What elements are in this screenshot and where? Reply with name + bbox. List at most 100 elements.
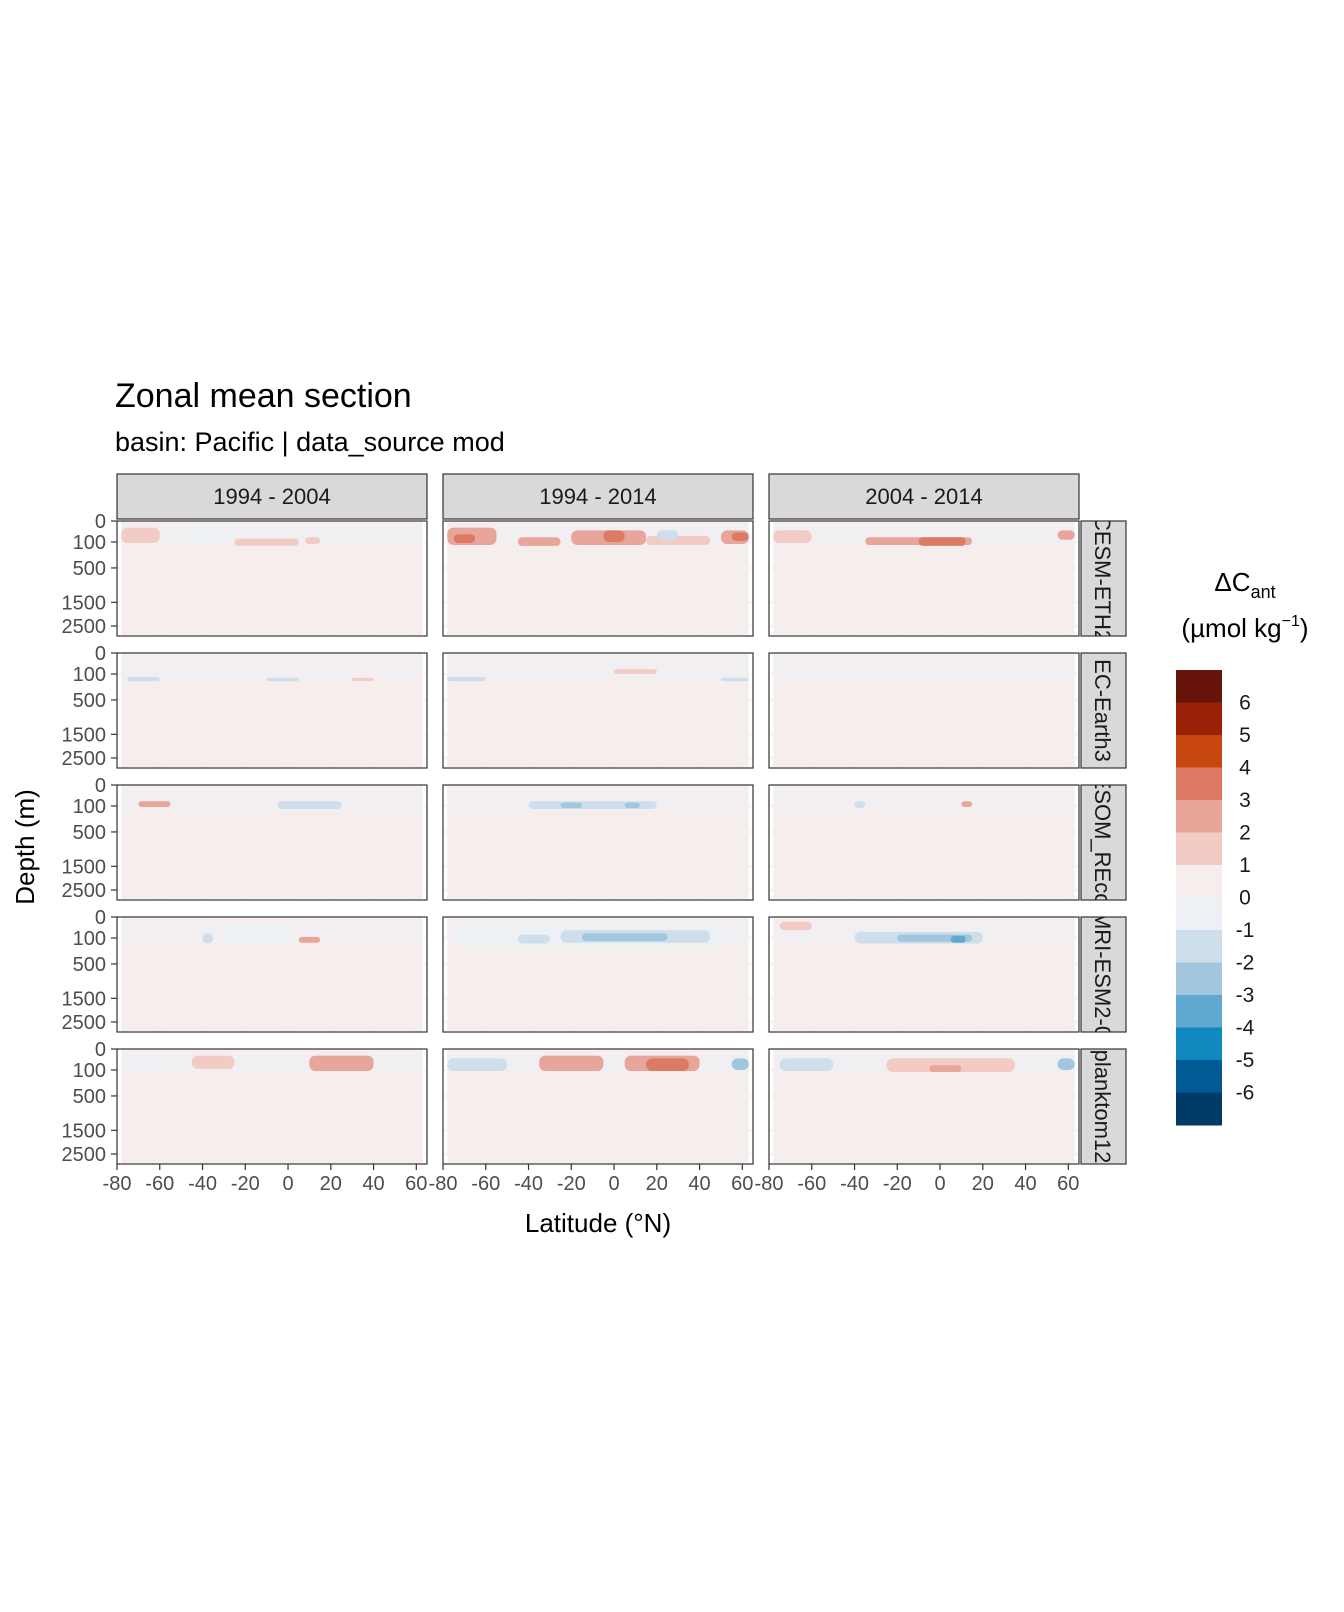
y-tick-label: 2500	[62, 1144, 107, 1166]
heatmap-surface-layer	[773, 789, 1075, 811]
legend-unit-suffix: )	[1300, 613, 1309, 643]
x-tick-label: 60	[731, 1173, 753, 1195]
row-strip	[1080, 916, 1127, 1033]
legend-label: 4	[1239, 757, 1251, 780]
legend-color-key	[1176, 1060, 1222, 1093]
y-tick-label: 2500	[62, 880, 107, 902]
x-tick-label: -60	[145, 1173, 174, 1195]
panel-border	[768, 784, 1080, 901]
panel-border	[442, 784, 754, 901]
legend-title-line1: ΔCant	[1214, 567, 1275, 602]
facet-panel	[116, 520, 428, 637]
y-tick-label: 0	[95, 1039, 106, 1061]
chart-subtitle: basin: Pacific | data_source mod	[115, 427, 505, 457]
heatmap-cell	[961, 801, 973, 808]
facet-panel	[768, 784, 1080, 901]
legend-unit-superscript: −1	[1282, 613, 1300, 630]
x-tick-label: -60	[471, 1173, 500, 1195]
y-axis-title: Depth (m)	[10, 789, 40, 905]
legend-color-key	[1176, 735, 1222, 768]
y-tick-label: 500	[73, 558, 106, 580]
y-tick-label: 2500	[62, 616, 107, 638]
legend-color-key	[1176, 800, 1222, 833]
legend-color-key	[1176, 1027, 1222, 1061]
y-tick-label: 0	[95, 643, 106, 665]
heatmap-surface-layer	[121, 789, 423, 811]
heatmap-cell	[223, 923, 289, 943]
panel-border	[116, 652, 428, 769]
heatmap-cell	[1057, 1058, 1075, 1070]
facet-panel	[442, 520, 754, 637]
x-tick-label: -20	[231, 1173, 260, 1195]
panel-border	[768, 1048, 1080, 1165]
legend-label: 1	[1239, 854, 1251, 877]
facet-panel	[768, 652, 1080, 769]
axes: 0100500150025000100500150025000100500150…	[62, 511, 1080, 1195]
chart-title: Zonal mean section	[115, 377, 412, 415]
color-legend: ΔCant (µmol kg−1) 6 5 4 3 2 1 0 -1 -2 -3 -4 -5 -6	[1176, 567, 1309, 1126]
column-strip-label: 1994 - 2014	[539, 484, 656, 509]
y-tick-label: 100	[73, 796, 106, 818]
x-tick-label: 40	[688, 1173, 710, 1195]
heatmap-cell	[121, 527, 160, 544]
heatmap-cell	[779, 676, 823, 681]
panel-border	[768, 520, 1080, 637]
heatmap-cell	[603, 530, 625, 542]
y-tick-label: 100	[73, 532, 106, 554]
heatmap-cell	[138, 801, 171, 808]
facet-panel	[442, 652, 754, 769]
legend-title-main: ΔC	[1214, 567, 1250, 597]
y-tick-label: 100	[73, 664, 106, 686]
legend-color-key	[1176, 897, 1222, 931]
x-tick-label: -40	[840, 1173, 869, 1195]
heatmap-cell	[305, 537, 321, 544]
legend-color-key	[1176, 995, 1222, 1028]
heatmap-cell	[720, 677, 749, 682]
facet-panel	[116, 1048, 428, 1165]
heatmap-cell	[560, 802, 582, 808]
x-tick-label: 40	[1014, 1173, 1036, 1195]
heatmap-cell	[127, 1058, 160, 1068]
y-tick-label: 2500	[62, 748, 107, 770]
legend-color-key	[1176, 832, 1222, 866]
heatmap-cell	[517, 537, 561, 546]
heatmap-surface-layer	[773, 657, 1075, 679]
legend-color-key	[1176, 865, 1222, 898]
legend-label: 2	[1239, 822, 1251, 845]
heatmap-surface-layer	[773, 525, 1075, 547]
heatmap-cell	[127, 676, 160, 682]
heatmap-cell	[528, 801, 657, 809]
y-tick-label: 500	[73, 954, 106, 976]
heatmap-cell	[929, 1065, 962, 1072]
heatmap-cell	[447, 676, 486, 682]
y-tick-label: 1500	[62, 1120, 107, 1142]
panel-border	[442, 916, 754, 1033]
column-strip	[442, 473, 754, 520]
legend-title-subscript: ant	[1251, 582, 1276, 602]
panel-border	[116, 520, 428, 637]
x-tick-label: -80	[429, 1173, 458, 1195]
x-tick-label: -40	[188, 1173, 217, 1195]
heatmap-cell	[453, 534, 476, 544]
row-strip	[1080, 652, 1127, 769]
row-strip-label: FESOM_REcoM	[1090, 761, 1115, 924]
x-tick-label: -80	[103, 1173, 132, 1195]
heatmap-cell	[731, 1058, 749, 1070]
y-tick-label: 1500	[62, 856, 107, 878]
legend-color-key	[1176, 930, 1222, 963]
y-tick-label: 500	[73, 822, 106, 844]
legend-color-key	[1176, 1092, 1222, 1126]
heatmap-cell	[277, 801, 342, 809]
facet-panel	[768, 916, 1080, 1033]
facet-panel	[116, 784, 428, 901]
panel-border	[768, 916, 1080, 1033]
y-tick-label: 0	[95, 907, 106, 929]
legend-label: -5	[1236, 1049, 1255, 1072]
legend-color-key	[1176, 702, 1222, 736]
legend-color-key	[1176, 962, 1222, 996]
x-tick-label: -20	[883, 1173, 912, 1195]
heatmap-cell	[352, 677, 374, 682]
panel-border	[442, 1048, 754, 1165]
heatmap-cell	[646, 535, 711, 545]
